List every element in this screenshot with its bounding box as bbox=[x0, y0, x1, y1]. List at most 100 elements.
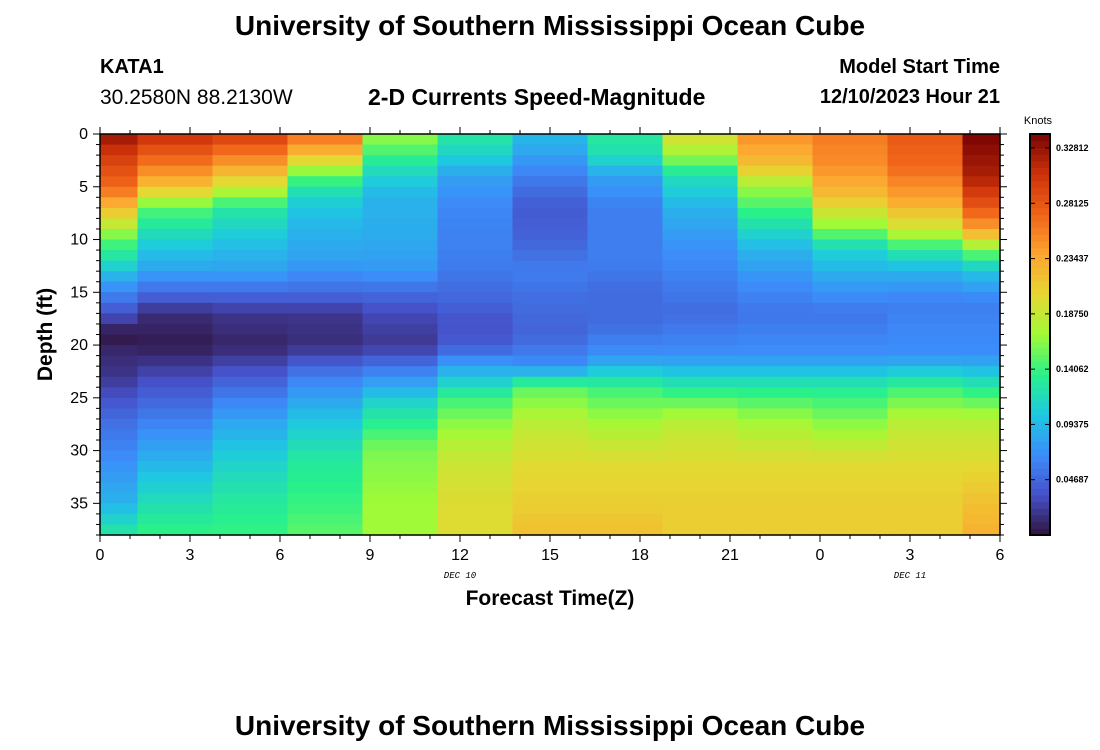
heatmap-cell bbox=[362, 302, 439, 314]
heatmap-cell bbox=[287, 260, 364, 272]
heatmap-cell bbox=[737, 355, 814, 367]
colorbar-segment bbox=[1030, 207, 1050, 215]
colorbar-segment bbox=[1030, 367, 1050, 376]
colorbar-segment bbox=[1030, 301, 1050, 309]
heatmap-cell bbox=[512, 239, 589, 251]
heatmap-cell bbox=[962, 281, 1001, 293]
heatmap-cell bbox=[100, 376, 139, 388]
heatmap-cell bbox=[362, 197, 439, 209]
heatmap-cell bbox=[887, 228, 964, 241]
heatmap-cell bbox=[587, 281, 664, 293]
heatmap-cell bbox=[512, 292, 589, 304]
heatmap-cell bbox=[812, 323, 889, 336]
heatmap-cell bbox=[587, 155, 664, 167]
heatmap-cell bbox=[587, 197, 664, 209]
heatmap-cell bbox=[737, 471, 814, 483]
heatmap-cell bbox=[587, 387, 664, 399]
heatmap-cell bbox=[587, 440, 664, 452]
heatmap-cell bbox=[662, 366, 739, 378]
heatmap-cell bbox=[812, 218, 889, 230]
heatmap-cell bbox=[362, 492, 439, 504]
heatmap-cell bbox=[812, 134, 889, 146]
heatmap-cell bbox=[212, 197, 289, 209]
heatmap-cell bbox=[587, 482, 664, 494]
heatmap-cell bbox=[962, 155, 1001, 167]
heatmap-cell bbox=[100, 450, 139, 462]
heatmap-cell bbox=[812, 281, 889, 293]
heatmap-cell bbox=[100, 418, 139, 431]
heatmap-cell bbox=[137, 323, 214, 336]
heatmap-cell bbox=[362, 260, 439, 272]
heatmap-cell bbox=[212, 376, 289, 388]
colorbar-segment bbox=[1030, 494, 1050, 503]
heatmap-cell bbox=[100, 313, 139, 325]
heatmap-cell bbox=[100, 440, 139, 452]
heatmap-cell bbox=[137, 155, 214, 167]
heatmap-cell bbox=[812, 376, 889, 388]
heatmap-cell bbox=[287, 155, 364, 167]
heatmap-cell bbox=[137, 271, 214, 283]
heatmap-cell bbox=[737, 397, 814, 409]
x-tick-label: 3 bbox=[906, 547, 915, 564]
heatmap-cell bbox=[587, 429, 664, 441]
heatmap-cell bbox=[287, 186, 364, 198]
heatmap-cell bbox=[437, 218, 514, 230]
heatmap-cell bbox=[812, 408, 889, 420]
heatmap-cell bbox=[287, 165, 364, 177]
colorbar-tick-label: 0.18750 bbox=[1056, 309, 1089, 319]
colorbar-segment bbox=[1030, 474, 1050, 483]
heatmap-cell bbox=[737, 134, 814, 146]
heatmap-cell bbox=[362, 387, 439, 399]
heatmap-cell bbox=[962, 492, 1001, 504]
colorbar-segment bbox=[1030, 314, 1050, 322]
colorbar-segment bbox=[1030, 488, 1050, 496]
x-tick-label: 15 bbox=[541, 547, 559, 564]
heatmap-cell bbox=[512, 176, 589, 188]
heatmap-cell bbox=[287, 271, 364, 283]
heatmap-cell bbox=[100, 165, 139, 177]
heatmap-cell bbox=[587, 323, 664, 336]
heatmap-cell bbox=[587, 513, 664, 526]
heatmap-cell bbox=[437, 292, 514, 304]
heatmap-cell bbox=[362, 376, 439, 388]
y-tick-label: 20 bbox=[70, 337, 88, 354]
heatmap-cell bbox=[737, 176, 814, 188]
heatmap-cell bbox=[587, 334, 664, 346]
colorbar-segment bbox=[1030, 414, 1050, 422]
heatmap-cell bbox=[812, 503, 889, 515]
y-tick-label: 35 bbox=[70, 495, 88, 512]
heatmap-cell bbox=[662, 218, 739, 230]
heatmap-cell bbox=[737, 429, 814, 441]
heatmap-cell bbox=[212, 492, 289, 504]
heatmap-cell bbox=[287, 387, 364, 399]
heatmap-cell bbox=[962, 313, 1001, 325]
heatmap-cell bbox=[287, 513, 364, 526]
colorbar-segment bbox=[1030, 294, 1050, 302]
heatmap-cell bbox=[887, 260, 964, 272]
heatmap-cell bbox=[812, 387, 889, 399]
heatmap-cell bbox=[887, 323, 964, 336]
heatmap-cell bbox=[587, 250, 664, 262]
heatmap-cell bbox=[737, 228, 814, 241]
heatmap-cell bbox=[887, 471, 964, 483]
heatmap-cell bbox=[887, 334, 964, 346]
heatmap-cell bbox=[737, 482, 814, 494]
heatmap-cell bbox=[437, 281, 514, 293]
heatmap-cell bbox=[287, 397, 364, 409]
heatmap-cell bbox=[137, 165, 214, 177]
heatmap-cell bbox=[137, 471, 214, 483]
heatmap-cell bbox=[100, 155, 139, 167]
heatmap-cell bbox=[362, 366, 439, 378]
heatmap-cell bbox=[662, 186, 739, 198]
heatmap-cell bbox=[962, 292, 1001, 304]
heatmap-cell bbox=[737, 260, 814, 272]
heatmap-cell bbox=[512, 155, 589, 167]
heatmap-cell bbox=[437, 144, 514, 156]
colorbar-tick-label: 0.14062 bbox=[1056, 364, 1089, 374]
heatmap-cell bbox=[962, 134, 1001, 146]
heatmap-cell bbox=[362, 239, 439, 251]
heatmap-cell bbox=[587, 313, 664, 325]
colorbar-segment bbox=[1030, 180, 1050, 189]
heatmap-cell bbox=[737, 418, 814, 431]
heatmap-cell bbox=[512, 134, 589, 146]
